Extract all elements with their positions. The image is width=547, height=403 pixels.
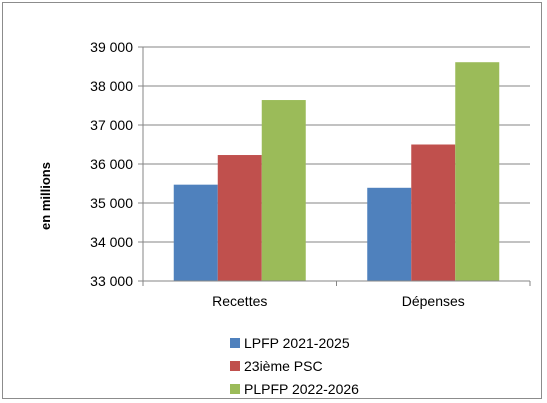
category-labels: Recettes Dépenses [212,293,465,309]
category-label: Recettes [212,293,267,309]
bar [367,187,412,281]
bar [411,144,456,281]
bar [173,184,218,281]
y-tick-label: 38 000 [90,78,133,94]
bar [455,62,500,282]
y-tick-label: 37 000 [90,117,133,133]
legend-swatch [230,384,240,394]
legend-swatch [230,338,240,348]
legend: LPFP 2021-2025 23ième PSC PLPFP 2022-2026 [230,335,359,397]
y-tick-label: 34 000 [90,234,133,250]
legend-label: 23ième PSC [244,358,323,374]
y-tick-label: 33 000 [90,273,133,289]
category-label: Dépenses [402,293,465,309]
y-tick-label: 39 000 [90,39,133,55]
bars [173,62,500,282]
axes [138,46,531,286]
y-tick-labels: 33 000 34 000 35 000 36 000 37 000 38 000 39 0… [90,39,133,289]
chart-frame [2,2,542,399]
legend-swatch [230,361,240,371]
y-axis-label: en millions [38,162,53,230]
y-tick-label: 36 000 [90,156,133,172]
legend-label: PLPFP 2022-2026 [244,381,359,397]
bar [261,100,306,281]
legend-label: LPFP 2021-2025 [244,335,350,351]
y-tick-label: 35 000 [90,195,133,211]
bar [217,155,262,281]
